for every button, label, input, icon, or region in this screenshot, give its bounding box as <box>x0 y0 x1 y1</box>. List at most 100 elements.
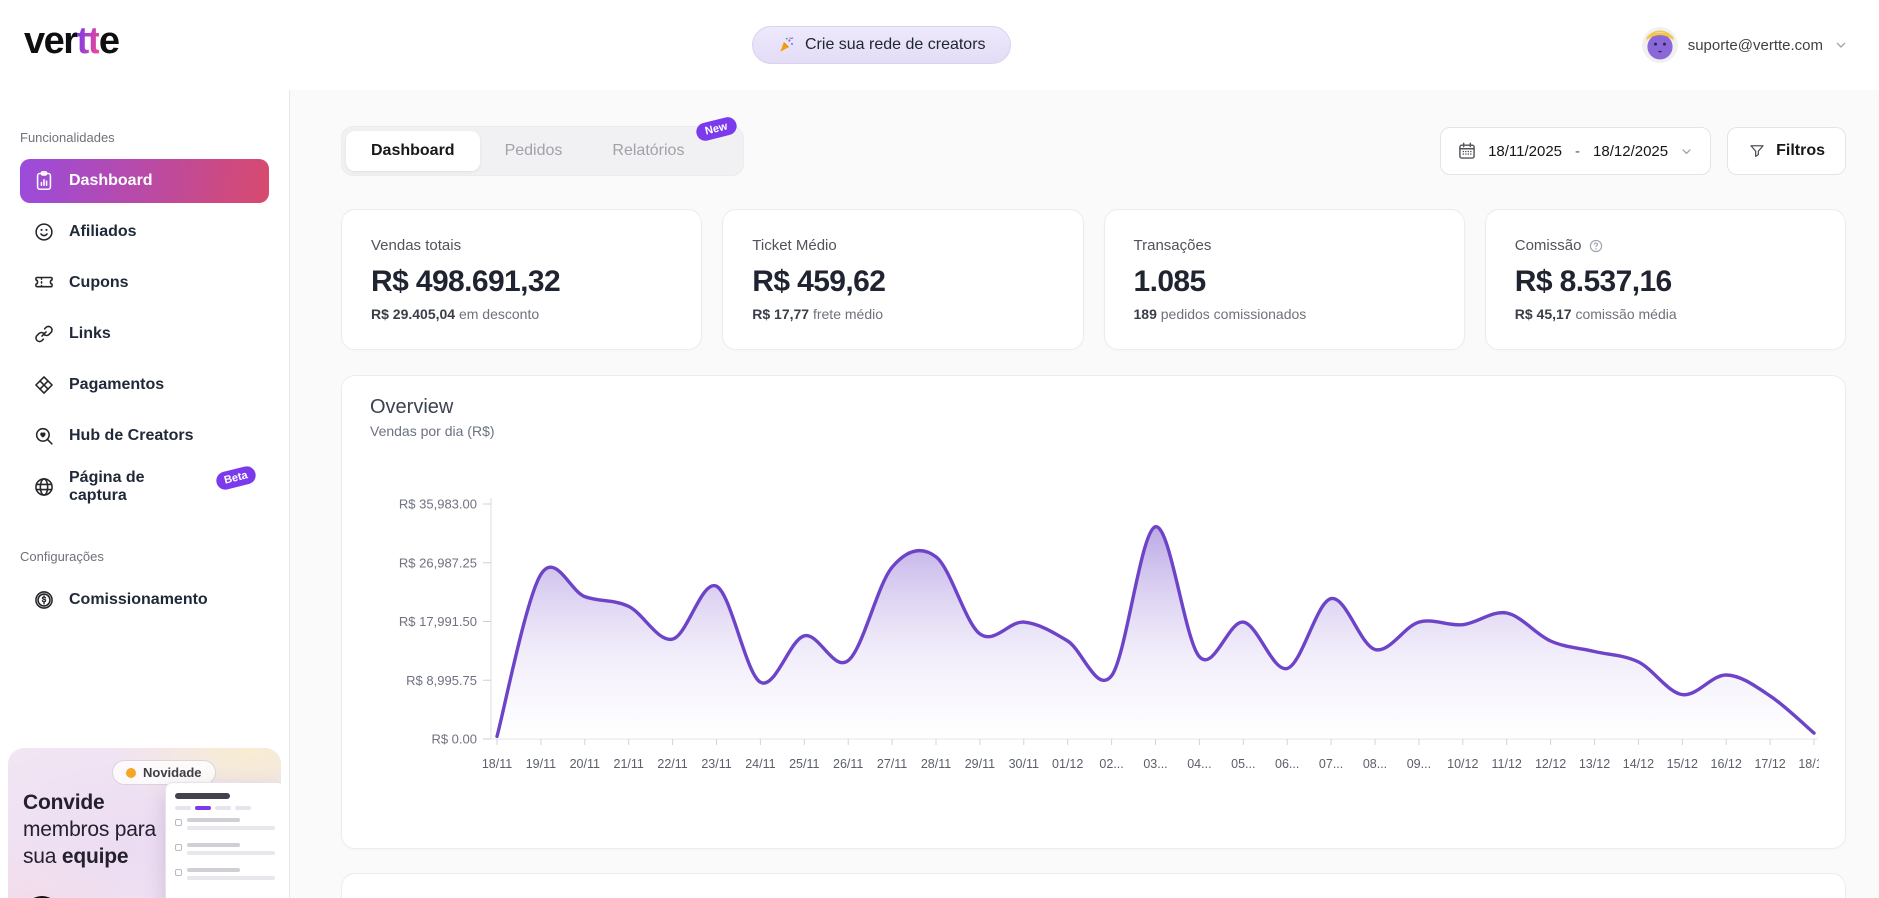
svg-text:11/12: 11/12 <box>1492 757 1522 771</box>
topbar: vertte Crie sua rede de creators suporte… <box>0 0 1879 90</box>
stat-card-ticket-medio: Ticket Médio R$ 459,62 R$ 17,77 frete médi… <box>722 209 1084 350</box>
svg-text:16/12: 16/12 <box>1711 757 1742 771</box>
stat-card-comissao: Comissão R$ 8.537,16 R$ 45,17 comissão méd… <box>1484 209 1846 350</box>
overview-card: Overview Vendas por dia (R$) R$ 35,983.0… <box>341 375 1846 849</box>
promo-title: Convide membros para sua equipe <box>23 791 156 868</box>
stat-card-vendas-totais: Vendas totais R$ 498.691,32 R$ 29.405,04 e… <box>341 209 703 350</box>
stat-subtext: R$ 45,17 comissão média <box>1514 306 1677 322</box>
svg-text:07...: 07... <box>1319 757 1343 771</box>
settings-preview-thumbnail <box>165 782 281 898</box>
filters-label: Filtros <box>1776 142 1825 159</box>
sidebar-item-label: Links <box>69 325 111 342</box>
coin-icon <box>33 589 55 611</box>
vertte-logo: vertte <box>24 20 120 62</box>
tab-pedidos[interactable]: Pedidos <box>480 131 588 171</box>
tabs: Dashboard Pedidos Relatórios New <box>341 115 745 176</box>
svg-text:17/12: 17/12 <box>1754 757 1785 771</box>
invite-team-promo-card[interactable]: Novidade Convide membros para sua equipe <box>8 748 281 898</box>
stat-title: Ticket Médio <box>752 237 837 254</box>
sidebar-item-label: Hub de Creators <box>69 427 194 444</box>
sidebar-item-label: Pagamentos <box>69 376 165 393</box>
toolbar-controls: 18/11/2025 - 18/12/2025 Filtros <box>1440 127 1846 175</box>
sidebar-item-pagina-de-captura[interactable]: Página de captura Beta <box>20 464 269 509</box>
svg-text:19/11: 19/11 <box>526 757 556 771</box>
stat-subtext: 189 pedidos comissionados <box>1133 306 1307 322</box>
user-avatar <box>1641 27 1678 63</box>
beta-badge: Beta <box>214 464 258 492</box>
stat-value: 1.085 <box>1133 265 1207 298</box>
party-popper-icon <box>777 36 795 54</box>
svg-text:08...: 08... <box>1363 757 1387 771</box>
next-section-card <box>341 873 1846 898</box>
sidebar-item-comissionamento[interactable]: Comissionamento <box>20 578 269 622</box>
sidebar-item-hub-de-creators[interactable]: Hub de Creators <box>20 414 269 458</box>
sidebar-section-label: Configurações <box>20 549 104 564</box>
svg-text:12/12: 12/12 <box>1535 757 1566 771</box>
svg-text:25/11: 25/11 <box>789 757 819 771</box>
sidebar-item-dashboard[interactable]: Dashboard <box>20 159 269 203</box>
svg-text:20/11: 20/11 <box>570 757 600 771</box>
stat-title: Vendas totais <box>371 237 462 254</box>
date-separator: - <box>1575 142 1581 160</box>
link-icon <box>33 323 55 345</box>
tab-dashboard[interactable]: Dashboard <box>346 131 480 171</box>
svg-text:30/11: 30/11 <box>1009 757 1039 771</box>
svg-text:15/12: 15/12 <box>1667 757 1698 771</box>
date-start: 18/11/2025 <box>1488 142 1563 160</box>
sidebar-item-afiliados[interactable]: Afiliados <box>20 210 269 254</box>
svg-text:06...: 06... <box>1275 757 1299 771</box>
svg-text:28/11: 28/11 <box>921 757 951 771</box>
sidebar-item-label: Dashboard <box>69 172 153 189</box>
tab-relatorios[interactable]: Relatórios New <box>587 115 739 171</box>
vendas-por-dia-chart: R$ 35,983.00 R$ 26,987.25 R$ 17,991.50 R$ 8… <box>399 497 1819 772</box>
svg-text:09...: 09... <box>1407 757 1431 771</box>
stat-title: Transações <box>1133 237 1212 254</box>
sidebar-item-cupons[interactable]: Cupons <box>20 261 269 305</box>
svg-text:27/11: 27/11 <box>877 757 907 771</box>
user-email: suporte@vertte.com <box>1687 36 1823 54</box>
sidebar-item-links[interactable]: Links <box>20 312 269 356</box>
sidebar-item-label: Afiliados <box>69 223 137 240</box>
globe-icon <box>33 476 55 498</box>
svg-text:24/11: 24/11 <box>745 757 775 771</box>
user-menu[interactable]: suporte@vertte.com <box>1641 24 1849 66</box>
sidebar-item-label: Página de captura <box>69 469 145 504</box>
stat-subtext: R$ 17,77 frete médio <box>752 306 884 322</box>
chart-title: Overview <box>370 396 454 418</box>
svg-text:R$ 35,983.00: R$ 35,983.00 <box>399 497 477 512</box>
orange-dot-icon <box>126 767 136 778</box>
stat-value: R$ 8.537,16 <box>1514 265 1672 298</box>
stat-title: Comissão <box>1515 237 1816 254</box>
date-end: 18/12/2025 <box>1593 142 1669 160</box>
svg-text:R$ 0.00: R$ 0.00 <box>431 732 477 747</box>
svg-text:02...: 02... <box>1099 757 1123 771</box>
sidebar-item-pagamentos[interactable]: Pagamentos <box>20 363 269 407</box>
sidebar-section-label: Funcionalidades <box>20 130 115 145</box>
arrow-up-right-button[interactable] <box>24 896 60 898</box>
svg-text:R$ 17,991.50: R$ 17,991.50 <box>399 614 477 629</box>
sidebar: Funcionalidades Dashboard Afiliados Cupons L… <box>0 90 290 898</box>
chevron-down-icon <box>1679 144 1694 159</box>
help-circle-icon[interactable] <box>1588 238 1604 254</box>
ticket-icon <box>33 272 55 294</box>
new-badge: New <box>694 115 739 143</box>
search-heart-icon <box>33 425 55 447</box>
svg-text:22/11: 22/11 <box>657 757 687 771</box>
stats-row: Vendas totais R$ 498.691,32 R$ 29.405,04 e… <box>341 209 1846 350</box>
svg-text:05...: 05... <box>1231 757 1255 771</box>
filters-button[interactable]: Filtros <box>1727 127 1846 175</box>
stat-value: R$ 459,62 <box>752 265 886 298</box>
sidebar-item-label: Cupons <box>69 274 129 291</box>
svg-text:04...: 04... <box>1187 757 1211 771</box>
stat-card-transacoes: Transações 1.085 189 pedidos comissionados <box>1103 209 1465 350</box>
sidebar-nav: Funcionalidades Dashboard Afiliados Cupons L… <box>0 130 289 622</box>
calendar-icon <box>1457 141 1477 161</box>
create-creators-network-banner[interactable]: Crie sua rede de creators <box>752 26 1011 64</box>
svg-text:23/11: 23/11 <box>701 757 731 771</box>
banner-label: Crie sua rede de creators <box>805 36 986 53</box>
svg-text:18/12: 18/12 <box>1798 757 1819 771</box>
date-range-picker[interactable]: 18/11/2025 - 18/12/2025 <box>1440 127 1712 175</box>
svg-text:14/12: 14/12 <box>1623 757 1654 771</box>
svg-text:18/11: 18/11 <box>482 757 512 771</box>
svg-text:R$ 26,987.25: R$ 26,987.25 <box>399 555 477 570</box>
